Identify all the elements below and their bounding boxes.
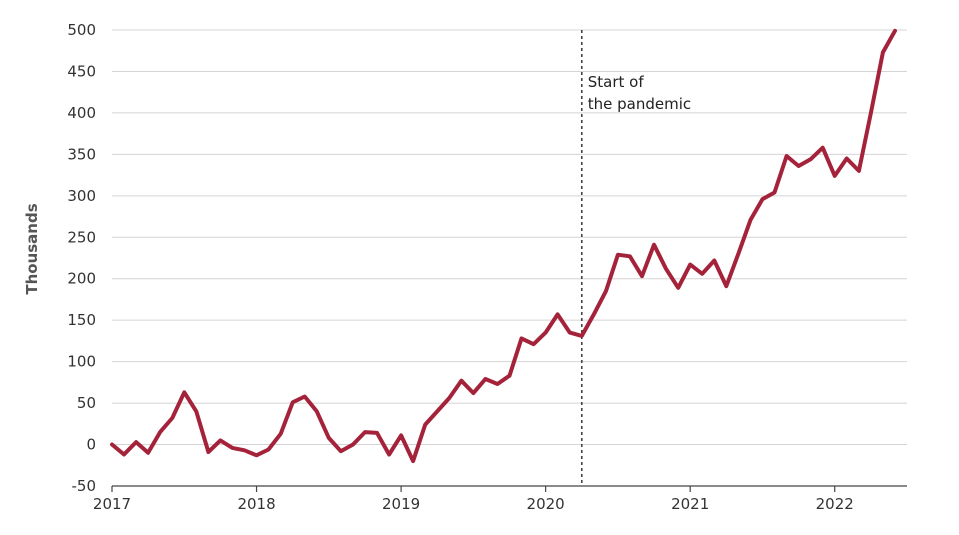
x-tick-label: 2022 bbox=[816, 495, 854, 513]
y-axis-label: Thousands bbox=[23, 203, 41, 294]
y-tick-label: 350 bbox=[67, 145, 96, 163]
y-tick-label: 450 bbox=[67, 62, 96, 80]
y-tick-label: 200 bbox=[67, 270, 96, 288]
x-tick-labels: 2017 2018 2019 2020 2021 2022 bbox=[93, 495, 854, 513]
x-tick-label: 2019 bbox=[382, 495, 420, 513]
y-tick-label: 400 bbox=[67, 104, 96, 122]
y-tick-label: 100 bbox=[67, 353, 96, 371]
x-tick-label: 2021 bbox=[671, 495, 709, 513]
x-axis bbox=[111, 485, 907, 492]
gridlines bbox=[112, 29, 907, 446]
pandemic-annotation: Start of the pandemic bbox=[580, 30, 691, 486]
x-tick-label: 2017 bbox=[93, 495, 131, 513]
series-layer bbox=[110, 28, 897, 464]
y-tick-label: 250 bbox=[67, 228, 96, 246]
y-tick-label: 150 bbox=[67, 311, 96, 329]
y-tick-label: 50 bbox=[77, 394, 96, 412]
x-tick-label: 2018 bbox=[237, 495, 275, 513]
y-tick-label: 300 bbox=[67, 187, 96, 205]
annotation-text-line: the pandemic bbox=[588, 95, 691, 113]
y-tick-labels: -50 0 50 100 150 200 250 300 350 400 450 500 bbox=[67, 21, 96, 495]
y-tick-label: 0 bbox=[86, 436, 96, 454]
series-line bbox=[110, 28, 897, 464]
y-tick-label: 500 bbox=[67, 21, 96, 39]
x-tick-label: 2020 bbox=[527, 495, 565, 513]
annotation-text-line: Start of bbox=[588, 73, 645, 91]
y-tick-label: -50 bbox=[72, 477, 97, 495]
